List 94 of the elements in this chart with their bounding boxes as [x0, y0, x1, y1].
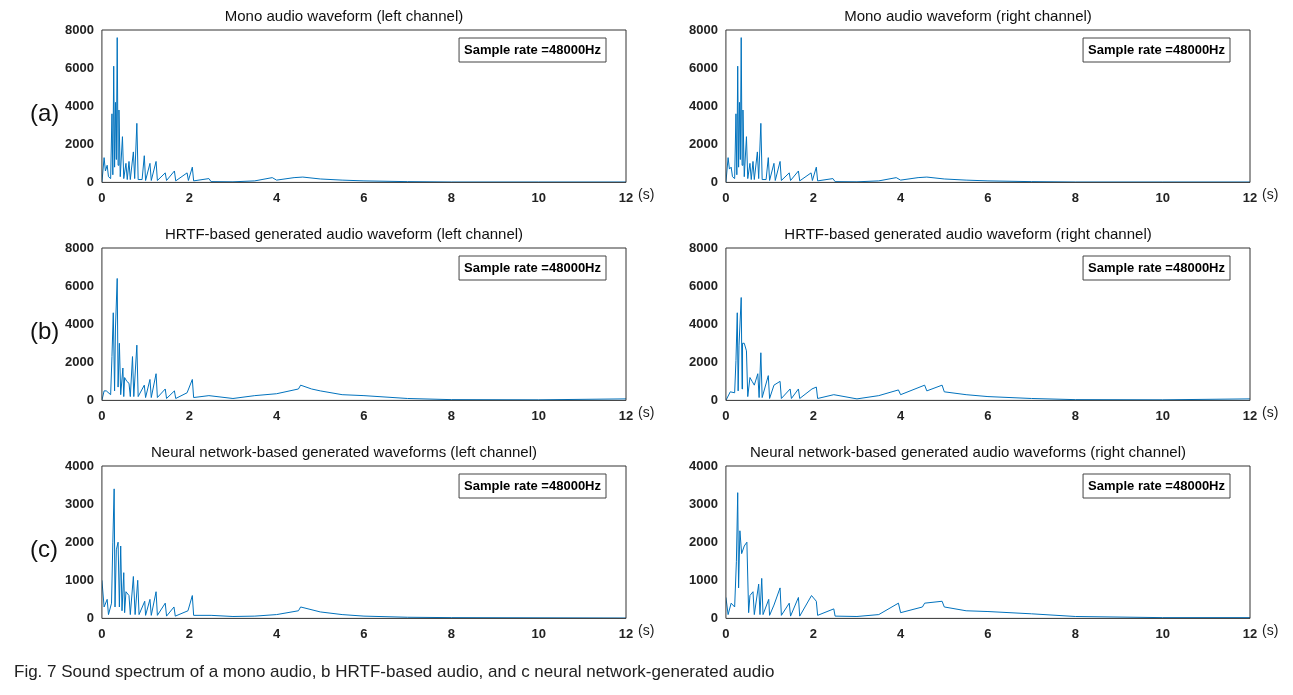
x-tick-label: 12 [1242, 625, 1258, 641]
y-tick-label: 4000 [65, 315, 94, 331]
chart-title: Mono audio waveform (left channel) [224, 7, 464, 25]
x-tick-label: 4 [897, 407, 905, 423]
y-tick-label: 8000 [65, 239, 94, 255]
text: (b) [30, 317, 60, 345]
annotation: Sample rate =48000Hz [1088, 259, 1226, 275]
y-tick-label: 8000 [689, 21, 718, 37]
x-tick-label: 0 [722, 189, 730, 205]
x-tick-label: 10 [531, 189, 546, 205]
x-tick-label: 8 [1071, 407, 1079, 423]
x-tick-label: 4 [273, 189, 281, 205]
y-tick-label: 2000 [689, 135, 718, 151]
y-tick-label: 1000 [65, 571, 94, 587]
annotation: Sample rate =48000Hz [464, 41, 602, 57]
y-tick-label: 2000 [65, 533, 94, 549]
y-tick-label: 6000 [689, 277, 718, 293]
x-tick-label: 2 [809, 407, 817, 423]
x-tick-label: 0 [98, 625, 106, 641]
x-tick-label: 6 [360, 189, 368, 205]
y-tick-label: 6000 [65, 59, 94, 75]
y-tick-label: 0 [86, 391, 94, 407]
chart-title: Neural network-based generated audio waveforms (right channel) [749, 443, 1187, 461]
x-tick-label: 10 [1155, 407, 1170, 423]
x-axis-title: (s) [638, 186, 655, 203]
x-tick-label: 12 [618, 189, 634, 205]
x-tick-label: 8 [1071, 189, 1079, 205]
chart-title: HRTF-based generated audio waveform (right channel) [784, 225, 1152, 243]
y-tick-label: 0 [710, 173, 718, 189]
x-tick-label: 10 [1155, 625, 1170, 641]
x-tick-label: 6 [984, 189, 992, 205]
y-tick-label: 2000 [65, 135, 94, 151]
y-tick-label: 6000 [65, 277, 94, 293]
y-tick-label: 4000 [65, 97, 94, 113]
x-axis-title: (s) [1262, 404, 1279, 421]
x-axis-title: (s) [1262, 622, 1279, 639]
x-axis-title: (s) [638, 622, 655, 639]
x-tick-label: 12 [1242, 189, 1258, 205]
y-tick-label: 4000 [689, 315, 718, 331]
x-tick-label: 4 [897, 189, 905, 205]
x-axis-title: (s) [638, 404, 655, 421]
x-tick-label: 6 [360, 407, 368, 423]
x-tick-label: 8 [447, 407, 455, 423]
x-tick-label: 12 [618, 625, 634, 641]
y-tick-label: 8000 [689, 239, 718, 255]
x-tick-label: 2 [185, 625, 193, 641]
x-tick-label: 12 [618, 407, 634, 423]
chart-title: HRTF-based generated audio waveform (left channel) [164, 225, 524, 243]
y-tick-label: 4000 [689, 457, 718, 473]
chart-title: Neural network-based generated waveforms (left channel) [150, 443, 538, 461]
x-tick-label: 2 [185, 189, 193, 205]
y-tick-label: 4000 [689, 97, 718, 113]
y-tick-label: 0 [86, 609, 94, 625]
x-tick-label: 10 [531, 625, 546, 641]
annotation: Sample rate =48000Hz [464, 477, 602, 493]
y-tick-label: 6000 [689, 59, 718, 75]
x-tick-label: 12 [1242, 407, 1258, 423]
x-tick-label: 10 [1155, 189, 1170, 205]
text: (a) [30, 99, 60, 127]
x-axis-title: (s) [1262, 186, 1279, 203]
y-tick-label: 0 [710, 391, 718, 407]
y-tick-label: 0 [710, 609, 718, 625]
text: (c) [30, 535, 58, 563]
y-tick-label: 4000 [65, 457, 94, 473]
y-tick-label: 8000 [65, 21, 94, 37]
annotation: Sample rate =48000Hz [464, 259, 602, 275]
x-tick-label: 0 [722, 625, 730, 641]
x-tick-label: 6 [984, 407, 992, 423]
y-tick-label: 1000 [689, 571, 718, 587]
annotation: Sample rate =48000Hz [1088, 477, 1226, 493]
y-tick-label: 2000 [689, 533, 718, 549]
y-tick-label: 0 [86, 173, 94, 189]
y-tick-label: 3000 [689, 495, 718, 511]
chart-title: Mono audio waveform (right channel) [844, 7, 1092, 25]
y-tick-label: 2000 [65, 353, 94, 369]
x-tick-label: 0 [98, 189, 106, 205]
y-tick-label: 2000 [689, 353, 718, 369]
x-tick-label: 2 [809, 625, 817, 641]
x-tick-label: 8 [447, 189, 455, 205]
x-tick-label: 6 [360, 625, 368, 641]
x-tick-label: 10 [531, 407, 546, 423]
x-tick-label: 0 [722, 407, 730, 423]
x-tick-label: 8 [1071, 625, 1079, 641]
x-tick-label: 4 [273, 625, 281, 641]
x-tick-label: 4 [897, 625, 905, 641]
caption: Fig. 7 Sound spectrum of a mono audio, b HRTF-based audio, and c neural network-generated audio [14, 662, 775, 682]
y-tick-label: 3000 [65, 495, 94, 511]
x-tick-label: 4 [273, 407, 281, 423]
x-tick-label: 0 [98, 407, 106, 423]
x-tick-label: 2 [185, 407, 193, 423]
x-tick-label: 8 [447, 625, 455, 641]
annotation: Sample rate =48000Hz [1088, 41, 1226, 57]
x-tick-label: 6 [984, 625, 992, 641]
x-tick-label: 2 [809, 189, 817, 205]
